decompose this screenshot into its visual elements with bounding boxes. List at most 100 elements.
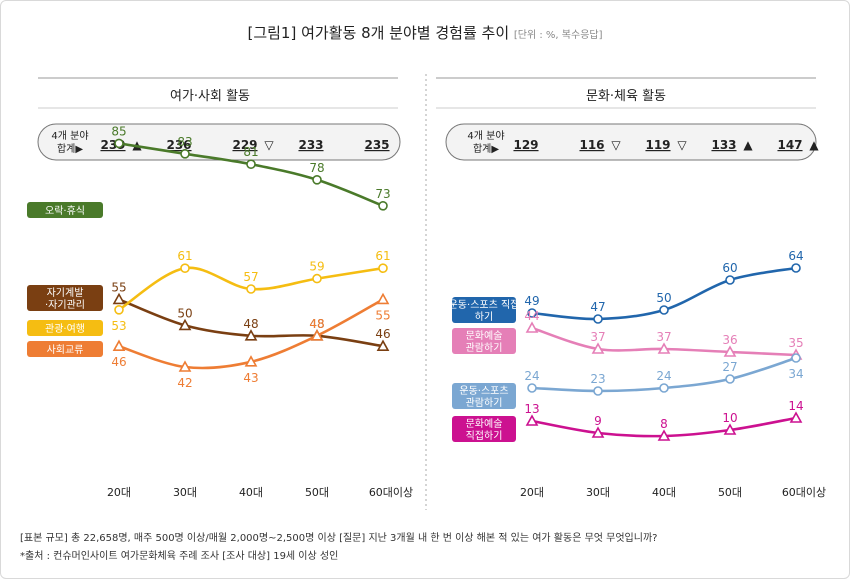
series-label: 문화예술 — [466, 330, 503, 342]
data-label: 24 — [524, 369, 539, 383]
data-point — [657, 342, 671, 354]
data-label: 64 — [788, 249, 803, 263]
data-point — [659, 305, 669, 315]
data-label: 61 — [177, 249, 192, 263]
category-label: 50대 — [718, 486, 742, 499]
data-point — [244, 329, 258, 341]
totals-box — [37, 123, 401, 161]
data-point — [725, 374, 735, 384]
footnote-source: *출처 : 컨슈머인사이트 여가문화체육 주례 조사 [조사 대상] 19세 이… — [20, 551, 339, 562]
total-value: 229 — [232, 138, 257, 152]
data-point — [725, 275, 735, 285]
data-label: 85 — [111, 124, 126, 138]
data-label: 50 — [177, 306, 192, 320]
series-label: 자기계발 — [47, 287, 84, 299]
data-label: 13 — [524, 402, 539, 416]
total-value: 129 — [513, 138, 538, 152]
data-point — [525, 321, 539, 333]
data-point — [376, 339, 390, 352]
category-label: 30대 — [173, 486, 197, 499]
data-label: 42 — [177, 376, 192, 390]
data-label: 53 — [111, 319, 126, 333]
total-mark: ▲ — [809, 138, 819, 152]
totals-label: 4개 분야 — [51, 130, 88, 142]
data-label: 48 — [243, 317, 258, 331]
series-label: 오락·휴식 — [45, 205, 85, 217]
category-label: 40대 — [239, 486, 263, 499]
data-point — [376, 292, 390, 305]
data-label: 48 — [309, 317, 324, 331]
series-label: 운동·스포츠 — [459, 385, 508, 397]
data-point — [593, 386, 603, 396]
data-point — [246, 284, 256, 294]
series-label-pill — [452, 297, 516, 323]
data-point — [112, 292, 126, 305]
totals-box — [445, 123, 817, 161]
category-label: 40대 — [652, 486, 676, 499]
data-point — [378, 263, 388, 274]
figure-title: [그림1] 여가활동 8개 분야별 경험률 추이 [단위 : %, 복수응답] — [0, 22, 850, 43]
data-label: 36 — [722, 333, 737, 347]
total-value: 236 — [166, 138, 191, 152]
data-label: 8 — [660, 417, 668, 431]
total-value: 133 — [711, 138, 736, 152]
series-label-pill — [27, 202, 103, 218]
title-text: [그림1] 여가활동 8개 분야별 경험률 추이 — [247, 24, 510, 42]
data-label: 46 — [375, 327, 390, 341]
data-label: 9 — [594, 414, 602, 428]
series-label: 하기 — [475, 310, 493, 323]
total-mark: ▽ — [264, 138, 274, 152]
category-label: 50대 — [305, 486, 329, 499]
data-label: 35 — [788, 336, 803, 350]
series-label-pill — [27, 285, 103, 311]
data-point — [657, 429, 671, 441]
data-label: 14 — [788, 399, 803, 413]
data-point — [593, 314, 603, 324]
unit-note: [단위 : %, 복수응답] — [513, 30, 603, 41]
data-label: 57 — [243, 270, 258, 284]
panel-title: 문화·체육 활동 — [586, 89, 666, 104]
series-label: 관람하기 — [466, 396, 503, 409]
data-label: 37 — [656, 330, 671, 344]
data-point — [312, 273, 322, 284]
footnote-sample: [표본 규모] 총 22,658명, 매주 500명 이상/매월 2,000명~… — [20, 533, 658, 544]
data-point — [659, 383, 669, 393]
data-label: 61 — [375, 249, 390, 263]
series-label-pill — [452, 383, 516, 409]
totals-label: 합계▶ — [57, 143, 83, 155]
data-label: 47 — [590, 300, 605, 314]
data-label: 59 — [309, 260, 324, 274]
data-label: 44 — [524, 309, 539, 323]
series-label: 직접하기 — [466, 429, 503, 442]
data-label: 49 — [524, 294, 539, 308]
series-label: ·자기관리 — [45, 299, 85, 311]
series-label-pill — [27, 320, 103, 336]
total-value: 147 — [777, 138, 802, 152]
data-point — [791, 353, 801, 363]
data-point — [180, 149, 190, 159]
category-label: 60대이상 — [782, 486, 826, 499]
data-point — [723, 423, 737, 435]
data-point — [178, 360, 192, 372]
data-label: 73 — [375, 187, 390, 201]
total-value: 119 — [645, 138, 670, 152]
data-point — [310, 329, 324, 341]
series-label-pill — [452, 328, 516, 354]
data-point — [114, 138, 124, 149]
data-point — [244, 355, 258, 367]
series-label: 문화예술 — [466, 418, 503, 430]
series-label-pill — [452, 416, 516, 442]
series-label: 운동·스포츠 직접 — [449, 299, 520, 311]
category-label: 20대 — [520, 486, 544, 499]
category-label: 20대 — [107, 486, 131, 499]
data-label: 24 — [656, 369, 671, 383]
data-point — [591, 342, 605, 354]
data-label: 48 — [309, 317, 324, 331]
data-point — [312, 175, 322, 185]
data-label: 46 — [111, 355, 126, 369]
data-point — [527, 383, 537, 393]
data-point — [178, 318, 192, 331]
series-label: 관광·여행 — [45, 323, 85, 335]
data-point — [791, 263, 801, 273]
